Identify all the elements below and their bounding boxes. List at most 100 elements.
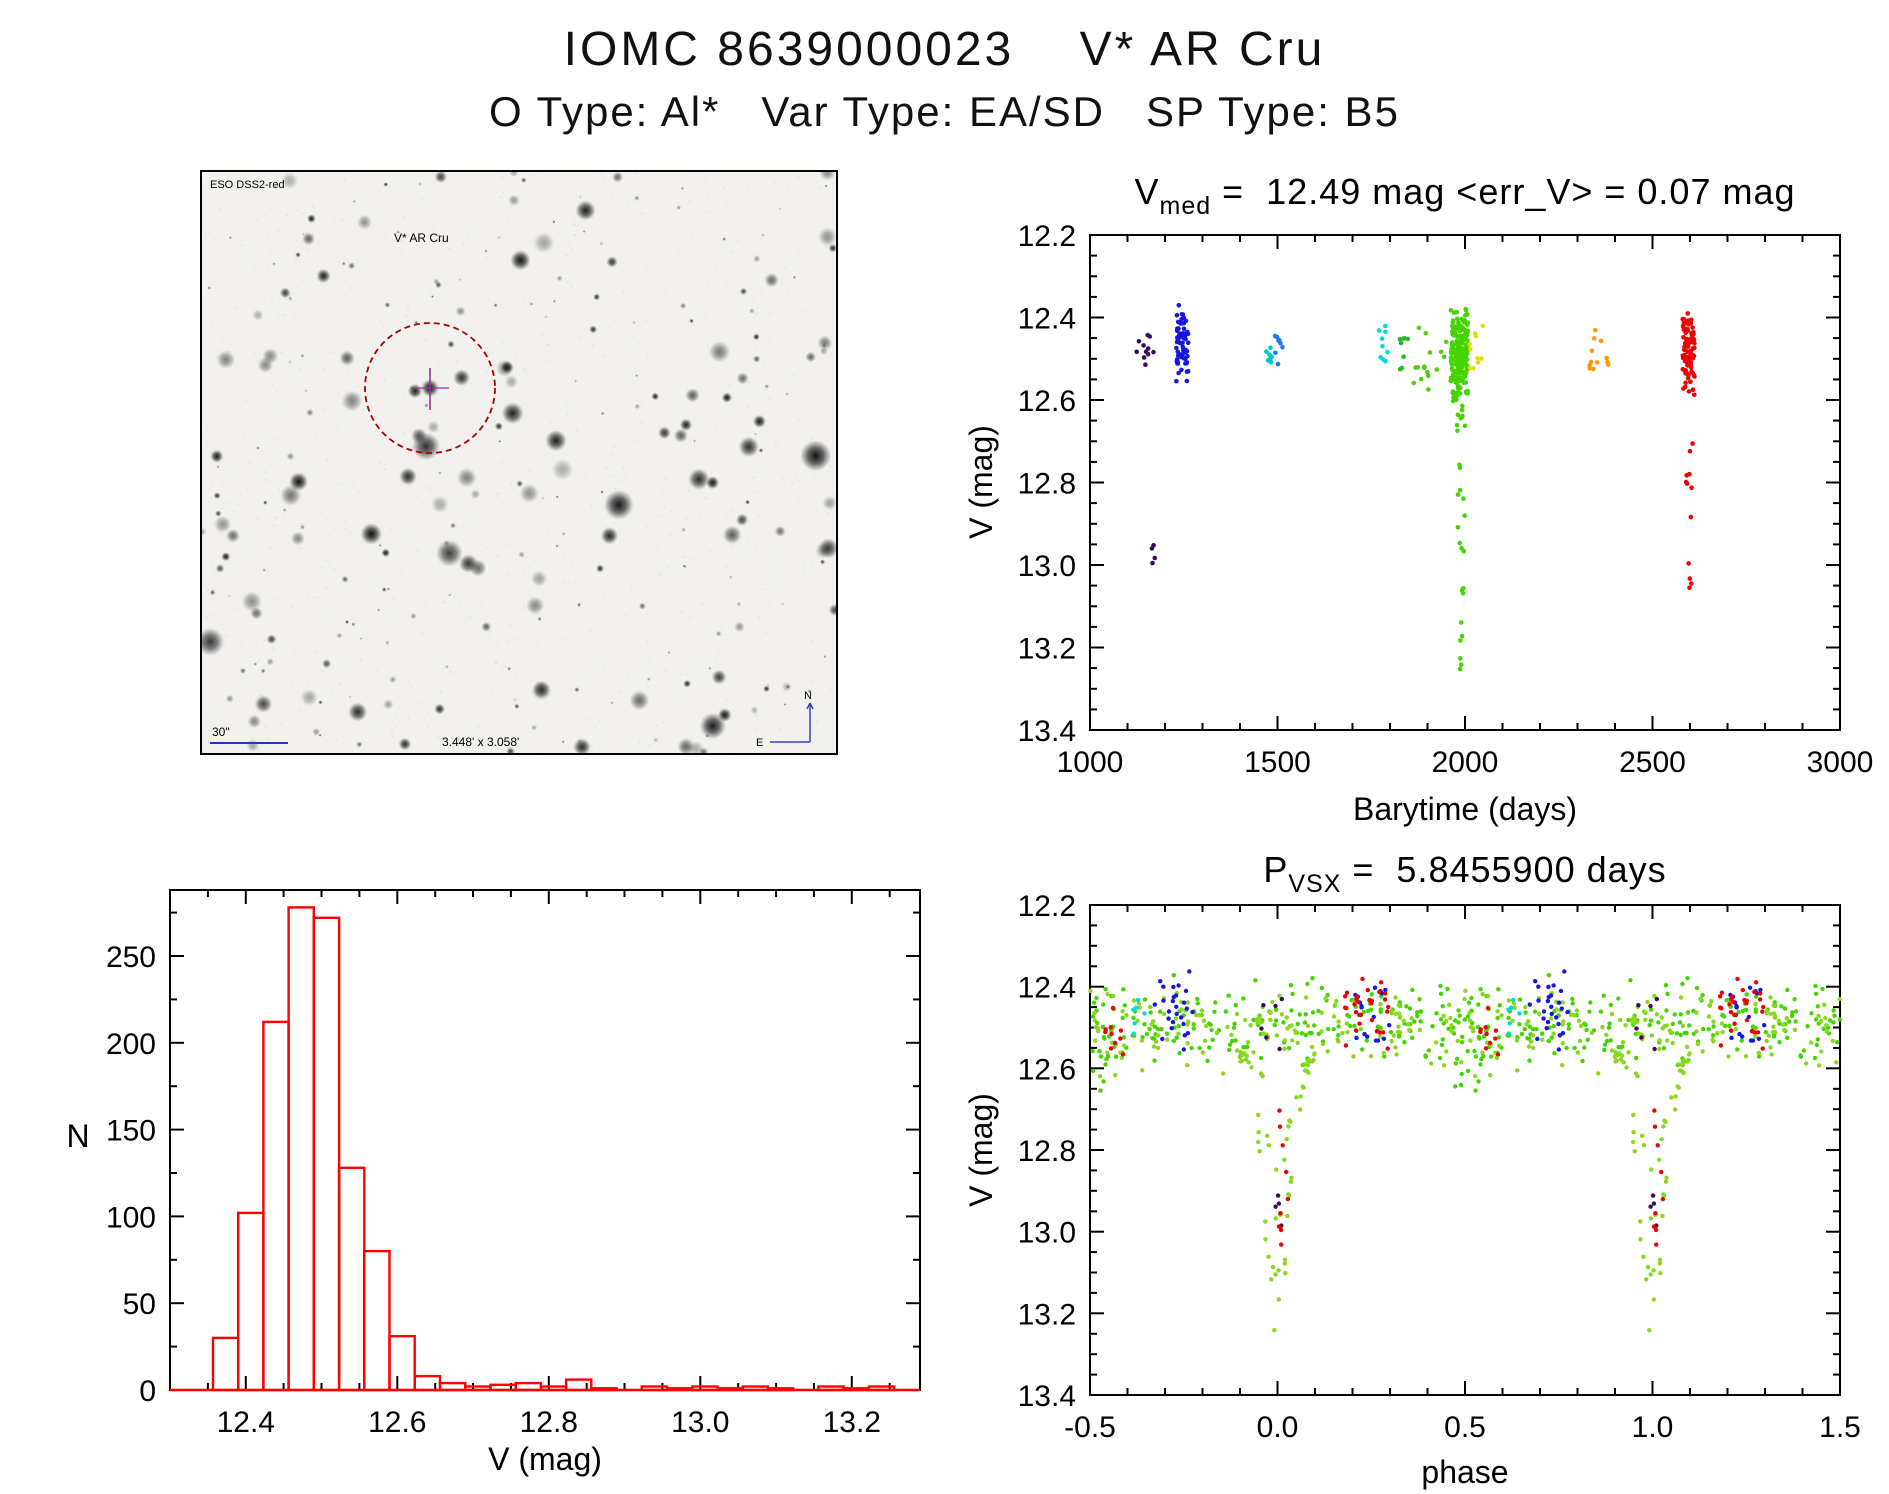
cluster-cyan-group [1131, 997, 1522, 1036]
histogram-bar [564, 1378, 593, 1392]
page-title: IOMC 8639000023 V* AR Cru [563, 23, 1326, 76]
histogram-bar [464, 1385, 492, 1392]
y-tick-label: 13.2 [1018, 1298, 1076, 1331]
y-tick-label: 100 [106, 1201, 156, 1234]
x-tick-label: 1.5 [1819, 1411, 1861, 1444]
cluster-red-group-2 [1342, 976, 1766, 1051]
cluster-epoch-1790d-cyan [1376, 323, 1390, 364]
cluster-epoch-2600d-dense-red [1680, 311, 1697, 398]
lightcurve-plot: Vmed = 12.49 mag <err_V> = 0.07 mag Bary… [963, 171, 1874, 827]
x-tick-label: 0.0 [1257, 1411, 1299, 1444]
compass: N E [756, 690, 814, 749]
barytime-lightcurve-tick-labels: 1000 1500 2000 2500 3000 12.2 12.4 12.6 12.8 13.0… [1018, 220, 1874, 779]
y-tick-label: 50 [123, 1288, 156, 1321]
compass-east-label: E [756, 737, 763, 749]
phase-title: PVSX = 5.8455900 days [1263, 849, 1666, 898]
barytime-lightcurve-points [1134, 302, 1697, 672]
histogram-bar [766, 1387, 795, 1392]
y-tick-label: 0 [139, 1375, 156, 1408]
histogram-bar [438, 1381, 467, 1392]
x-tick-label: 1000 [1057, 746, 1124, 779]
histogram-bar [514, 1381, 543, 1392]
v-histogram-tick-labels: 12.4 12.6 12.8 13.0 13.2 0 50 100 150 200 250 [106, 941, 881, 1439]
cluster-epoch-1840d-green [1397, 336, 1411, 372]
finder-overlay: ESO DSS2-red V* AR Cru 30" 3.448' x 3.05… [210, 179, 814, 749]
x-tick-label: 2500 [1619, 746, 1686, 779]
histogram-bar [691, 1385, 719, 1392]
x-tick-label: 0.5 [1444, 1411, 1486, 1444]
phase-folded-lightcurve-tick-labels: -0.5 0.0 0.5 1.0 1.5 12.2 12.4 12.6 12.8 13.0 13.2… [1018, 890, 1861, 1444]
x-tick-label: 3000 [1807, 746, 1874, 779]
histogram-bar [539, 1385, 568, 1392]
phase-ylabel: V (mag) [963, 1093, 999, 1207]
y-tick-label: 12.4 [1018, 303, 1076, 336]
y-tick-label: 12.6 [1018, 1053, 1076, 1086]
cluster-purple-near-eclipse-top [1259, 996, 1659, 1052]
y-tick-label: 13.2 [1018, 633, 1076, 666]
fov-label: 3.448' x 3.058' [442, 735, 519, 749]
histogram-bar [363, 1249, 391, 1392]
cluster-epoch-2370d-orange [1587, 327, 1611, 372]
histogram-bar [817, 1385, 845, 1392]
y-tick-label: 13.0 [1018, 1217, 1076, 1250]
lightcurve-title: Vmed = 12.49 mag <err_V> = 0.07 mag [1134, 171, 1795, 220]
y-tick-label: 13.4 [1018, 715, 1076, 748]
y-tick-label: 200 [106, 1028, 156, 1061]
cluster-blue-group-1 [1152, 969, 1570, 1052]
cluster-epoch-2600d-egress-red [1683, 441, 1695, 520]
cluster-epoch-1165d-faint [1149, 543, 1158, 566]
page-subtitle: O Type: Al* Var Type: EA/SD SP Type: B5 [489, 88, 1400, 135]
y-tick-label: 12.4 [1018, 972, 1076, 1005]
phase-plot: PVSX = 5.8455900 days phase V (mag) -0.5… [963, 849, 1861, 1490]
cluster-red-group-1 [1103, 1005, 1501, 1057]
histogram-bar [312, 916, 341, 1392]
histogram-bar [287, 906, 316, 1392]
cluster-epoch-1150d [1134, 332, 1156, 367]
cluster-out-of-eclipse-yellow-green [1088, 988, 1842, 1079]
v-histogram-bars [170, 906, 920, 1392]
y-tick-label: 12.2 [1018, 890, 1076, 923]
survey-label: ESO DSS2-red [210, 179, 285, 191]
x-tick-label: 13.2 [823, 1406, 881, 1439]
scale-label: 30" [212, 725, 230, 739]
v-histogram-axes [169, 889, 921, 1391]
cluster-epoch-1250d-blue [1174, 302, 1191, 384]
x-tick-label: -0.5 [1064, 1411, 1116, 1444]
cluster-epoch-2600d-eclipse-red [1686, 561, 1694, 591]
x-tick-label: 1.0 [1632, 1411, 1674, 1444]
histogram-bar [590, 1387, 618, 1392]
histogram-bar [262, 1020, 290, 1392]
title-part: P [1263, 849, 1288, 890]
cluster-epoch-1900d-sparse-green [1411, 325, 1449, 392]
histogram-bar [716, 1387, 744, 1392]
lightcurve-ylabel: V (mag) [963, 425, 999, 539]
finder-chart: ESO DSS2-red V* AR Cru 30" 3.448' x 3.05… [200, 170, 838, 755]
x-tick-label: 2000 [1432, 746, 1499, 779]
histogram-bar [489, 1383, 517, 1392]
cluster-primary-eclipse-dip [1238, 1044, 1692, 1333]
y-tick-label: 12.8 [1018, 1135, 1076, 1168]
compass-north-arrowhead-l [806, 702, 811, 710]
compass-north-arrowhead-r [809, 702, 814, 710]
y-tick-label: 150 [106, 1115, 156, 1148]
target-circle [364, 322, 496, 454]
histogram-bar [741, 1385, 770, 1392]
y-tick-label: 13.0 [1018, 550, 1076, 583]
title-subscript: VSX [1288, 870, 1341, 898]
histogram-ylabel: N [66, 1118, 89, 1154]
y-tick-label: 12.8 [1018, 468, 1076, 501]
phase-folded-lightcurve-points [1088, 969, 1842, 1333]
cluster-secondary-eclipse-hint [1090, 1034, 1486, 1093]
cluster-epoch-1990d-eclipse [1457, 586, 1466, 672]
x-tick-label: 12.6 [368, 1406, 426, 1439]
histogram-bar [388, 1335, 416, 1392]
compass-north-label: N [804, 690, 812, 702]
title-subscript: med [1160, 192, 1212, 220]
y-tick-label: 250 [106, 941, 156, 974]
title-part: = 12.49 mag <err_V> = 0.07 mag [1211, 171, 1795, 212]
cluster-epoch-1990d-dense-green [1448, 306, 1471, 421]
x-tick-label: 12.8 [520, 1406, 578, 1439]
phase-xlabel: phase [1421, 1454, 1508, 1490]
histogram-bar [842, 1387, 870, 1392]
title-part: = 5.8455900 days [1341, 849, 1666, 890]
